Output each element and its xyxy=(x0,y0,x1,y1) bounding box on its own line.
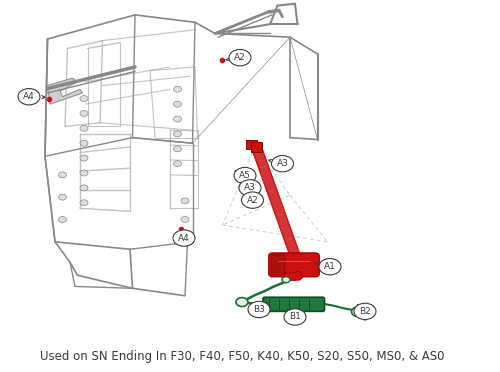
Polygon shape xyxy=(48,78,82,104)
Polygon shape xyxy=(282,272,302,281)
Circle shape xyxy=(234,167,256,184)
Circle shape xyxy=(80,185,88,191)
Circle shape xyxy=(242,192,264,208)
Text: B2: B2 xyxy=(359,307,371,316)
Text: A3: A3 xyxy=(276,159,288,168)
Circle shape xyxy=(58,172,66,178)
Text: B3: B3 xyxy=(253,305,265,314)
Circle shape xyxy=(80,96,88,102)
Circle shape xyxy=(239,180,261,196)
Circle shape xyxy=(80,155,88,161)
Circle shape xyxy=(181,198,189,204)
Text: A3: A3 xyxy=(244,183,256,192)
Circle shape xyxy=(173,230,195,246)
FancyBboxPatch shape xyxy=(271,255,285,275)
Polygon shape xyxy=(250,142,302,263)
Circle shape xyxy=(284,309,306,325)
Circle shape xyxy=(272,155,293,172)
Circle shape xyxy=(174,116,182,122)
FancyBboxPatch shape xyxy=(263,297,324,311)
Circle shape xyxy=(174,131,182,137)
Circle shape xyxy=(80,200,88,206)
FancyBboxPatch shape xyxy=(251,142,262,152)
Text: A2: A2 xyxy=(246,196,258,205)
Circle shape xyxy=(58,194,66,200)
Text: Used on SN Ending In F30, F40, F50, K40, K50, S20, S50, MS0, & AS0: Used on SN Ending In F30, F40, F50, K40,… xyxy=(40,350,444,363)
Circle shape xyxy=(80,125,88,131)
Text: A1: A1 xyxy=(324,262,336,271)
Text: A2: A2 xyxy=(234,53,246,62)
Circle shape xyxy=(181,217,189,222)
Circle shape xyxy=(229,49,251,66)
FancyBboxPatch shape xyxy=(246,140,257,149)
Circle shape xyxy=(80,140,88,146)
Text: A4: A4 xyxy=(178,234,190,243)
Circle shape xyxy=(174,146,182,152)
Circle shape xyxy=(174,86,182,92)
Circle shape xyxy=(319,259,341,275)
Circle shape xyxy=(248,301,270,318)
Circle shape xyxy=(58,217,66,222)
Text: B1: B1 xyxy=(289,312,301,321)
Text: A4: A4 xyxy=(23,92,35,101)
FancyBboxPatch shape xyxy=(269,253,320,277)
Circle shape xyxy=(236,298,248,307)
Text: A5: A5 xyxy=(239,171,251,180)
Circle shape xyxy=(282,277,290,283)
Circle shape xyxy=(174,101,182,107)
Circle shape xyxy=(174,161,182,167)
Circle shape xyxy=(80,110,88,116)
Circle shape xyxy=(80,170,88,176)
Circle shape xyxy=(18,89,40,105)
Circle shape xyxy=(354,303,376,320)
Circle shape xyxy=(352,307,364,317)
